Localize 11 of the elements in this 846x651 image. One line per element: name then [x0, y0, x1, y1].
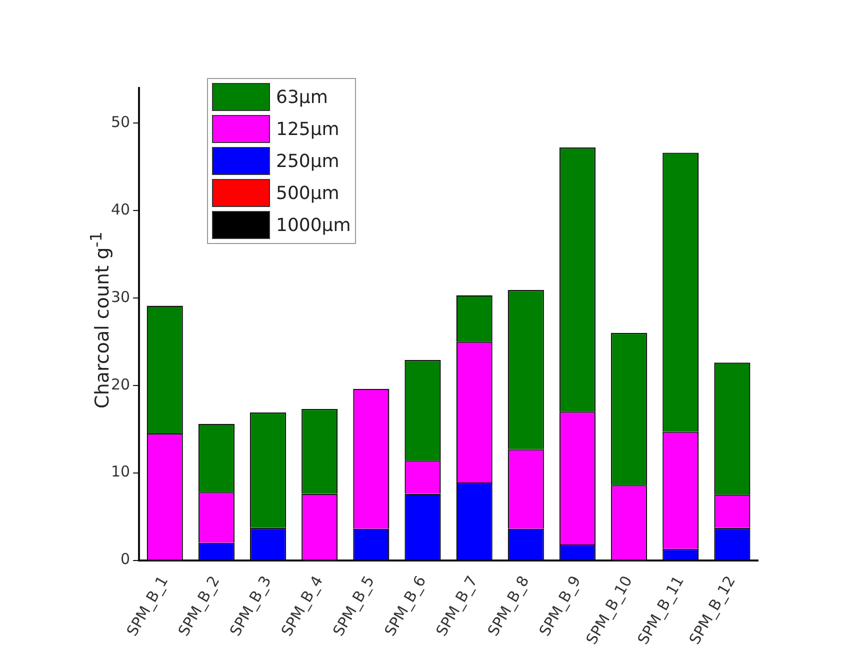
y-tick-label: 50: [110, 112, 130, 131]
y-tick-label: 30: [110, 288, 130, 306]
y-tick-label: 40: [110, 200, 130, 218]
y-tick-label: 10: [110, 462, 130, 481]
y-tick-label: 20: [110, 375, 130, 394]
legend-label: 500µm: [276, 182, 340, 204]
legend-label: 1000µm: [276, 214, 351, 236]
y-tick-label: 0: [120, 550, 130, 568]
legend-label: 250µm: [276, 150, 340, 172]
legend-label: 125µm: [276, 118, 340, 140]
legend-label: 63µm: [276, 86, 328, 108]
